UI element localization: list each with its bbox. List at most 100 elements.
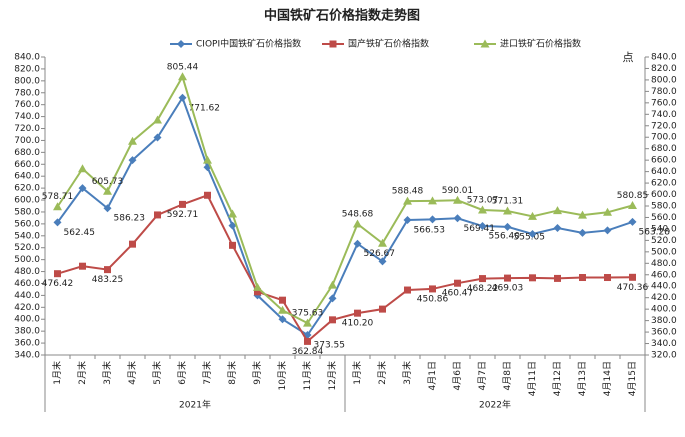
y-tick-label: 500.0: [14, 255, 40, 265]
point: [329, 316, 336, 324]
point: [404, 286, 411, 294]
point: [379, 305, 386, 313]
data-label: 578.71: [42, 192, 74, 202]
data-label: 468.22: [467, 284, 499, 294]
y-tick-label: 620.0: [14, 184, 40, 194]
data-label: 580.85: [617, 191, 649, 201]
y2-tick-label: 740.0: [651, 110, 677, 120]
y2-tick-label: 800.0: [651, 75, 677, 85]
point: [178, 72, 187, 81]
point: [203, 155, 212, 164]
point: [178, 93, 187, 102]
x-tick-label: 4月7日: [477, 361, 488, 390]
data-label: 373.55: [314, 341, 346, 351]
y2-tick-label: 640.0: [651, 167, 677, 177]
point: [354, 309, 361, 317]
x-tick-label: 4月末: [126, 361, 138, 385]
data-label: 563.28: [639, 227, 671, 237]
x-tick-label: 7月末: [201, 361, 213, 385]
x-tick-label: 4月1日: [427, 361, 438, 390]
point: [128, 136, 137, 145]
point: [129, 240, 136, 248]
data-label: 469.03: [492, 284, 524, 294]
data-label: 450.86: [417, 294, 449, 304]
data-label: 562.45: [64, 228, 96, 238]
data-label: 771.62: [189, 103, 221, 113]
y2-tick-label: 420.0: [651, 293, 677, 303]
point: [528, 230, 537, 239]
x-tick-label: 4月8日: [502, 361, 513, 390]
point: [629, 273, 636, 281]
point: [228, 221, 237, 230]
point: [303, 318, 312, 327]
x-tick-label: 12月末: [326, 361, 338, 390]
data-label: 566.53: [414, 225, 446, 235]
point: [153, 133, 162, 142]
y2-tick-label: 580.0: [651, 202, 677, 212]
point: [453, 195, 462, 204]
point: [103, 186, 112, 195]
data-label: 588.48: [392, 187, 424, 197]
x-tick-label: 3月末: [101, 361, 113, 385]
data-label: 556.40: [489, 232, 521, 242]
legend-label: 国产铁矿石价格指数: [348, 38, 429, 50]
y-tick-label: 740.0: [14, 112, 40, 122]
point: [478, 222, 487, 231]
y2-tick-label: 380.0: [651, 316, 677, 326]
point: [78, 184, 87, 193]
point: [278, 305, 287, 314]
point: [328, 294, 337, 303]
series-line: [56, 95, 633, 337]
data-label: 362.84: [292, 347, 324, 357]
y-tick-label: 520.0: [14, 243, 40, 253]
y2-tick-label: 480.0: [651, 259, 677, 269]
y-tick-label: 380.0: [14, 327, 40, 337]
y-tick-label: 460.0: [14, 279, 40, 289]
data-label: 571.31: [492, 196, 524, 206]
point: [553, 224, 562, 233]
x-tick-label: 1月末: [351, 361, 363, 385]
y-tick-label: 540.0: [14, 231, 40, 241]
point: [628, 201, 637, 210]
point: [278, 315, 287, 324]
point: [479, 275, 486, 283]
series-line: [57, 194, 633, 343]
x-tick-label: 4月11日: [527, 361, 538, 396]
point: [403, 215, 412, 224]
point: [253, 282, 262, 291]
data-label: 569.41: [464, 224, 496, 234]
y2-tick-label: 840.0: [651, 53, 677, 63]
point: [403, 196, 412, 205]
point: [179, 200, 186, 208]
y-tick-label: 720.0: [14, 124, 40, 134]
y2-tick-label: 360.0: [651, 328, 677, 338]
chart-title: 中国铁矿石价格指数走势图: [264, 8, 420, 24]
x-tick-label: 5月末: [151, 361, 163, 385]
point: [554, 274, 561, 282]
y2-tick-label: 620.0: [651, 179, 677, 189]
y2-tick-label: 680.0: [651, 144, 677, 154]
x-tick-label: 1月末: [51, 361, 63, 385]
point: [353, 239, 362, 248]
legend-marker: [329, 40, 337, 48]
x-tick-label: 4月15日: [627, 361, 638, 396]
point: [579, 274, 586, 282]
y-tick-label: 340.0: [14, 351, 40, 361]
y-tick-label: 480.0: [14, 267, 40, 277]
y-tick-label: 780.0: [14, 88, 40, 98]
y-tick-label: 680.0: [14, 148, 40, 158]
y-tick-label: 580.0: [14, 207, 40, 217]
x-tick-label: 4月13日: [577, 361, 588, 396]
point: [454, 279, 461, 287]
point: [503, 222, 512, 231]
point: [54, 270, 61, 278]
point: [428, 196, 437, 205]
point: [228, 209, 237, 218]
x-tick-label: 4月6日: [452, 361, 463, 390]
point: [53, 202, 62, 211]
data-label: 410.20: [342, 319, 374, 329]
y-tick-label: 440.0: [14, 291, 40, 301]
point: [153, 115, 162, 124]
